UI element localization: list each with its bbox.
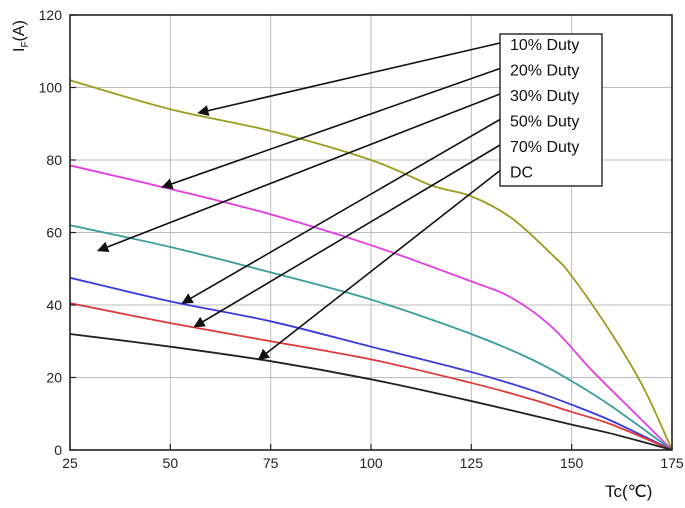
legend-label-dc: DC (510, 165, 533, 182)
x-axis-ticks: 25 50 75 100 125 150 175 (62, 444, 684, 471)
y-tick-label: 60 (46, 225, 62, 241)
legend-box (499, 33, 603, 187)
curves (69, 79, 673, 451)
legend-label-30-duty: 30% Duty (510, 88, 579, 105)
y-tick-label: 80 (46, 152, 62, 168)
legend-arrow-50-duty (181, 118, 501, 304)
series-line-dc (69, 333, 673, 451)
y-axis-label-sub: F (20, 41, 31, 47)
series-line-70-duty (69, 302, 673, 451)
y-tick-label: 100 (39, 80, 63, 96)
legend-arrow-70-duty (193, 144, 501, 328)
y-axis-label-main: I (11, 48, 28, 52)
x-tick-label: 50 (163, 455, 179, 471)
series-line-20-duty (69, 164, 673, 451)
legend-label-20-duty: 20% Duty (510, 63, 579, 80)
x-tick-label: 150 (560, 455, 584, 471)
legend-arrow-20-duty (161, 67, 501, 190)
x-tick-label: 175 (660, 455, 684, 471)
x-axis-label: Tc(℃) (605, 482, 652, 501)
legend-arrows (97, 42, 501, 361)
series-line-50-duty (69, 276, 673, 451)
legend-arrow-dc (257, 169, 501, 361)
legend-label-70-duty: 70% Duty (510, 139, 579, 156)
y-tick-label: 0 (54, 442, 62, 458)
x-tick-label: 100 (359, 455, 383, 471)
series-line-30-duty (69, 224, 673, 451)
y-tick-label: 40 (46, 297, 62, 313)
legend-arrow-10-duty (197, 42, 501, 117)
legend-label-50-duty: 50% Duty (510, 114, 579, 131)
y-axis-label-rest: (A) (11, 20, 28, 41)
legend-arrow-30-duty (97, 93, 501, 253)
y-axis-ticks: 0 20 40 60 80 100 120 (39, 7, 76, 458)
series-line-10-duty (69, 79, 673, 451)
legend: 10% Duty 20% Duty 30% Duty 50% Duty 70% Duty… (499, 33, 603, 187)
y-axis-label: IF(A) (11, 20, 31, 52)
x-tick-label: 125 (460, 455, 484, 471)
y-tick-label: 120 (39, 7, 63, 23)
y-tick-label: 20 (46, 370, 62, 386)
legend-label-10-duty: 10% Duty (510, 37, 579, 54)
x-tick-label: 75 (263, 455, 279, 471)
x-tick-label: 25 (62, 455, 78, 471)
